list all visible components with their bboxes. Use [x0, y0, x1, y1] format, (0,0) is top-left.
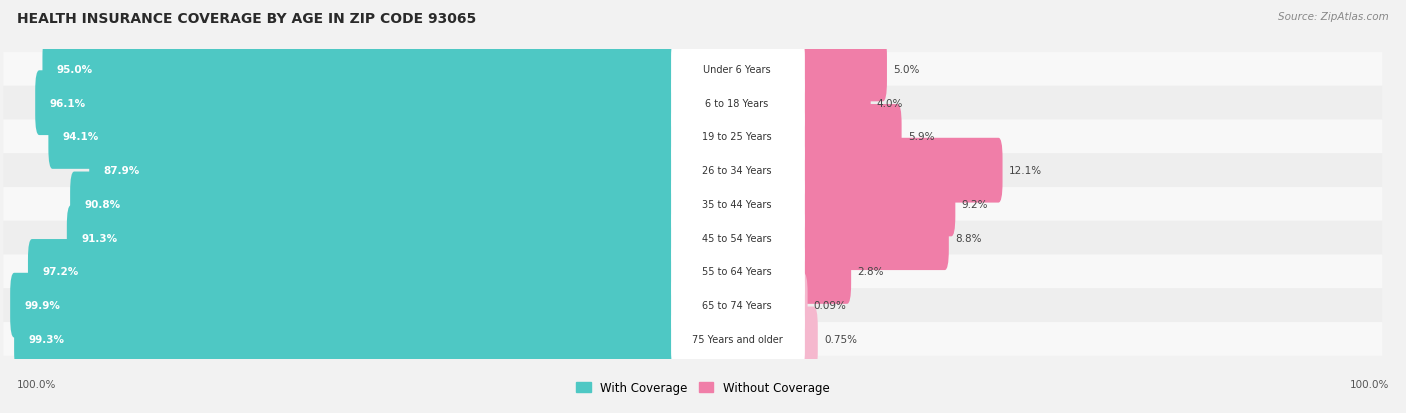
Text: 35 to 44 Years: 35 to 44 Years [702, 199, 772, 209]
Text: 75 Years and older: 75 Years and older [692, 334, 782, 344]
FancyBboxPatch shape [797, 38, 887, 102]
Legend: With Coverage, Without Coverage: With Coverage, Without Coverage [572, 377, 834, 399]
Text: 100.0%: 100.0% [17, 379, 56, 389]
Text: 65 to 74 Years: 65 to 74 Years [702, 300, 772, 311]
Text: 45 to 54 Years: 45 to 54 Years [702, 233, 772, 243]
FancyBboxPatch shape [70, 172, 676, 237]
Text: 9.2%: 9.2% [962, 199, 988, 209]
FancyBboxPatch shape [797, 240, 851, 304]
FancyBboxPatch shape [3, 188, 1382, 221]
Text: 96.1%: 96.1% [49, 98, 86, 109]
FancyBboxPatch shape [10, 273, 676, 338]
FancyBboxPatch shape [671, 74, 804, 133]
Text: 94.1%: 94.1% [63, 132, 98, 142]
FancyBboxPatch shape [797, 105, 901, 169]
FancyBboxPatch shape [797, 273, 807, 338]
FancyBboxPatch shape [797, 172, 955, 237]
FancyBboxPatch shape [67, 206, 676, 271]
FancyBboxPatch shape [14, 307, 676, 371]
FancyBboxPatch shape [797, 307, 818, 371]
Text: 99.3%: 99.3% [28, 334, 65, 344]
Text: 12.1%: 12.1% [1008, 166, 1042, 176]
FancyBboxPatch shape [671, 41, 804, 99]
FancyBboxPatch shape [671, 209, 804, 267]
Text: 5.0%: 5.0% [893, 65, 920, 75]
Text: Under 6 Years: Under 6 Years [703, 65, 770, 75]
FancyBboxPatch shape [42, 38, 676, 102]
FancyBboxPatch shape [671, 108, 804, 166]
Text: 87.9%: 87.9% [104, 166, 139, 176]
FancyBboxPatch shape [671, 176, 804, 233]
Text: HEALTH INSURANCE COVERAGE BY AGE IN ZIP CODE 93065: HEALTH INSURANCE COVERAGE BY AGE IN ZIP … [17, 12, 477, 26]
FancyBboxPatch shape [671, 310, 804, 368]
FancyBboxPatch shape [89, 138, 676, 203]
FancyBboxPatch shape [3, 154, 1382, 188]
Text: 99.9%: 99.9% [24, 300, 60, 311]
Text: 95.0%: 95.0% [56, 65, 93, 75]
Text: Source: ZipAtlas.com: Source: ZipAtlas.com [1278, 12, 1389, 22]
Text: 19 to 25 Years: 19 to 25 Years [702, 132, 772, 142]
FancyBboxPatch shape [3, 255, 1382, 289]
Text: 4.0%: 4.0% [877, 98, 903, 109]
FancyBboxPatch shape [797, 138, 1002, 203]
Text: 2.8%: 2.8% [858, 267, 884, 277]
FancyBboxPatch shape [3, 322, 1382, 356]
FancyBboxPatch shape [28, 240, 676, 304]
FancyBboxPatch shape [3, 221, 1382, 255]
Text: 91.3%: 91.3% [82, 233, 117, 243]
Text: 0.09%: 0.09% [813, 300, 846, 311]
FancyBboxPatch shape [3, 87, 1382, 120]
FancyBboxPatch shape [3, 120, 1382, 154]
Text: 26 to 34 Years: 26 to 34 Years [702, 166, 772, 176]
Text: 8.8%: 8.8% [955, 233, 981, 243]
Text: 100.0%: 100.0% [1350, 379, 1389, 389]
FancyBboxPatch shape [671, 243, 804, 301]
Text: 97.2%: 97.2% [42, 267, 79, 277]
Text: 55 to 64 Years: 55 to 64 Years [702, 267, 772, 277]
FancyBboxPatch shape [671, 142, 804, 200]
FancyBboxPatch shape [671, 276, 804, 335]
Text: 5.9%: 5.9% [908, 132, 934, 142]
FancyBboxPatch shape [3, 53, 1382, 87]
FancyBboxPatch shape [797, 206, 949, 271]
Text: 6 to 18 Years: 6 to 18 Years [706, 98, 769, 109]
Text: 90.8%: 90.8% [84, 199, 121, 209]
FancyBboxPatch shape [48, 105, 676, 169]
FancyBboxPatch shape [3, 289, 1382, 322]
FancyBboxPatch shape [35, 71, 676, 136]
FancyBboxPatch shape [797, 71, 870, 136]
Text: 0.75%: 0.75% [824, 334, 856, 344]
